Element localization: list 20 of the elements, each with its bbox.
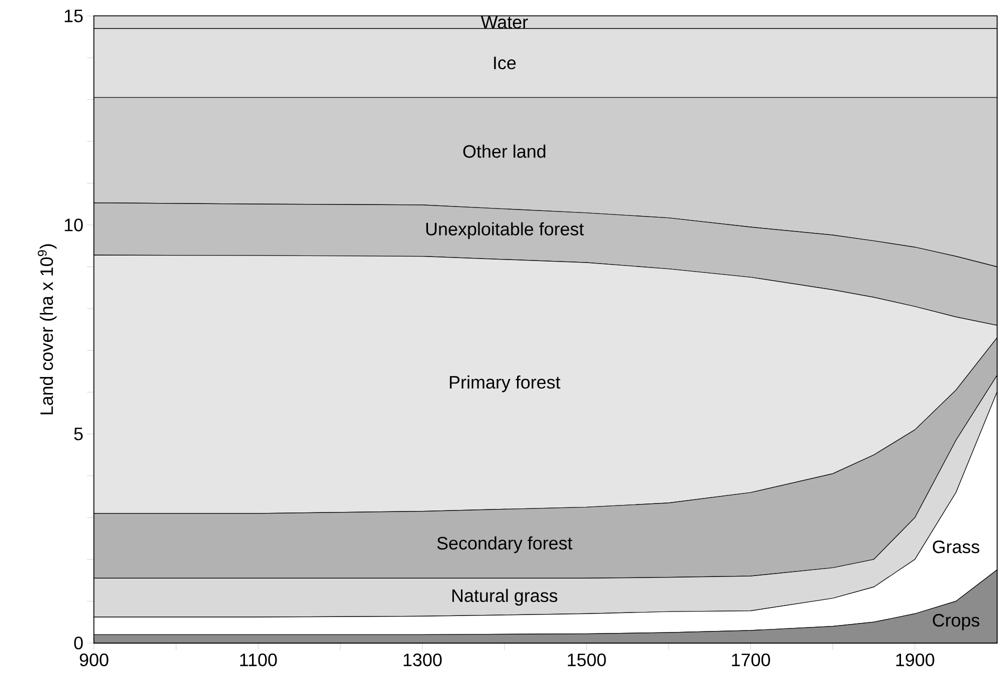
x-tick-label: 1300 [404,654,442,666]
y-tick-label: 5 [74,428,83,440]
y-tick-label: 15 [64,10,83,22]
x-tick-label: 900 [80,654,108,666]
series-label: Natural grass [452,588,558,606]
y-tick-label: 10 [64,218,83,232]
x-tick-label: 1900 [896,654,934,666]
series-label: Water [480,16,528,29]
x-tick-label: 1700 [732,654,770,666]
series-label: Ice [494,56,516,70]
y-tick-label: 0 [74,636,83,650]
series-label: Secondary forest [437,536,572,554]
series-label: Crops [932,614,980,630]
x-tick-label: 1500 [568,654,606,666]
series-label: Grass [932,540,980,554]
y-axis-title: Land cover (ha x 10$^{9}$) [38,244,57,414]
series-label: Other land [463,144,546,158]
x-tick-label: 1100 [240,654,277,666]
series-label: Primary forest [450,375,560,392]
series-label: Unexploitable forest [426,222,584,240]
